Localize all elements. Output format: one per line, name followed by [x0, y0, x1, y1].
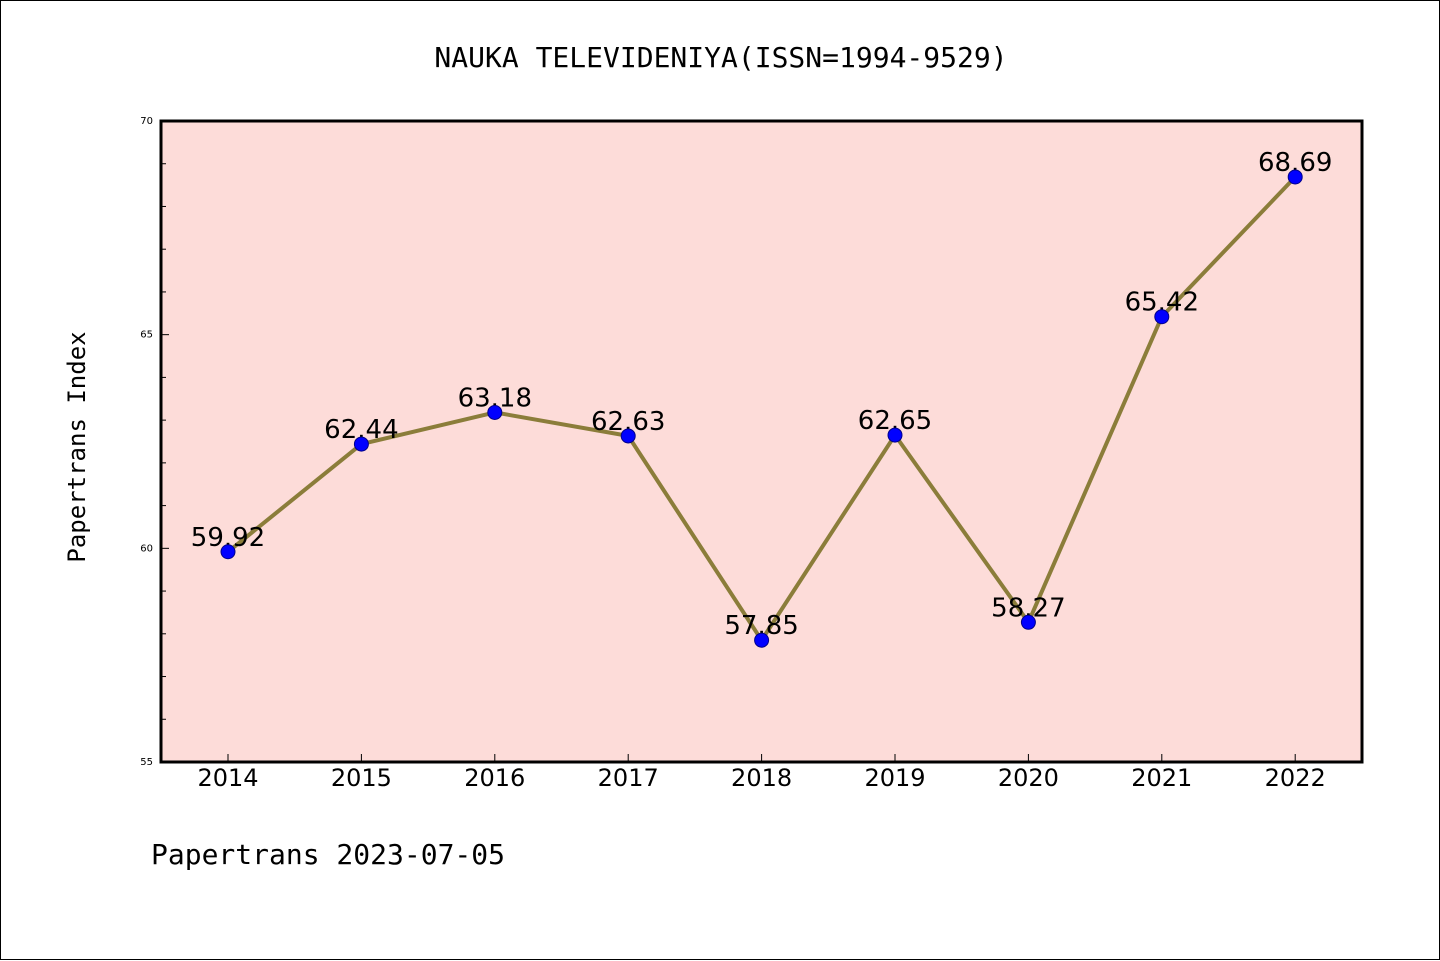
- x-tick-label: 2015: [331, 764, 392, 792]
- x-tick-label: 2014: [197, 764, 258, 792]
- y-tick-label: 55: [140, 757, 153, 768]
- x-tick-label: 2022: [1265, 764, 1326, 792]
- data-point: [353, 436, 369, 452]
- footer-text: Papertrans 2023-07-05: [151, 838, 505, 871]
- y-axis: 55 60 65 70: [140, 116, 169, 768]
- y-tick-label: 70: [140, 116, 153, 127]
- data-point: [220, 544, 236, 560]
- x-tick-label: 2020: [998, 764, 1059, 792]
- x-tick-label: 2016: [464, 764, 525, 792]
- data-point: [1020, 614, 1036, 630]
- y-tick-label: 60: [140, 543, 153, 554]
- data-point: [1154, 309, 1170, 325]
- y-tick-label: 65: [140, 330, 153, 341]
- data-point: [754, 632, 770, 648]
- x-axis: 2014 2015 2016 2017 2018 2019 2020 2021 2022: [197, 754, 1326, 792]
- data-markers: [220, 169, 1303, 648]
- y-axis-label: Papertrans Index: [63, 331, 91, 562]
- data-point: [620, 428, 636, 444]
- chart-title: NAUKA TELEVIDENIYA(ISSN=1994-9529): [434, 41, 1007, 74]
- data-point: [1287, 169, 1303, 185]
- x-tick-label: 2021: [1131, 764, 1192, 792]
- x-tick-label: 2019: [864, 764, 925, 792]
- data-point: [487, 404, 503, 420]
- data-point: [887, 427, 903, 443]
- x-tick-label: 2018: [731, 764, 792, 792]
- x-tick-label: 2017: [598, 764, 659, 792]
